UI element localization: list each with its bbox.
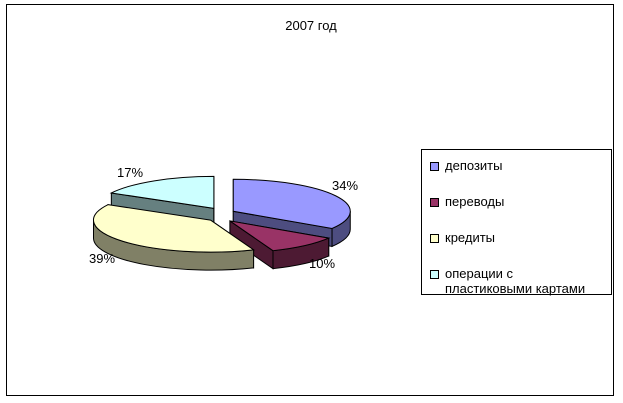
- legend-item-deposits: депозиты: [430, 158, 502, 173]
- legend-label: операции с пластиковыми картами: [445, 266, 586, 296]
- legend-label: кредиты: [445, 230, 496, 245]
- data-label: 17%: [117, 165, 143, 180]
- legend-label: переводы: [445, 194, 505, 209]
- pie-slice-3: [109, 175, 215, 209]
- chart-title: 2007 год: [285, 18, 337, 33]
- legend-item-credits: кредиты: [430, 230, 495, 245]
- legend-item-transfers: переводы: [430, 194, 504, 209]
- pie-slice-1: [229, 220, 331, 252]
- legend: депозиты переводы кредиты операции с пла…: [421, 149, 612, 296]
- pie-chart: 34% 10% 39% 17%: [89, 165, 358, 271]
- chart-frame: 2007 год 34% 10% 39% 17% депозиты переводы …: [6, 4, 614, 396]
- data-label: 10%: [309, 256, 335, 271]
- legend-swatch: [430, 162, 439, 171]
- legend-swatch: [430, 234, 439, 243]
- legend-swatch: [430, 198, 439, 207]
- pie-slice-0: [232, 178, 351, 229]
- legend-item-card-operations: операции с пластиковыми картами: [430, 266, 585, 296]
- legend-swatch: [430, 270, 439, 279]
- data-label: 34%: [332, 178, 358, 193]
- data-label: 39%: [89, 251, 115, 266]
- pie-slice-2: [93, 204, 255, 253]
- legend-label: депозиты: [445, 158, 503, 173]
